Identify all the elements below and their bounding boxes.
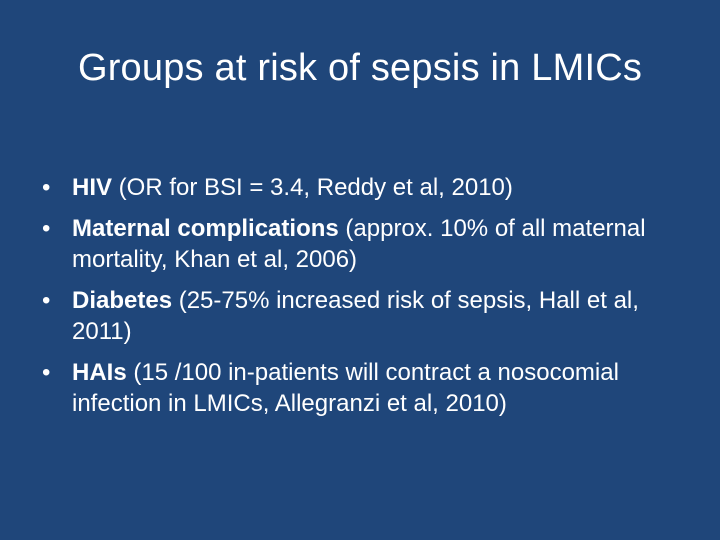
bullet-dot-icon: • [42,359,51,386]
bullet-list: • HIV (OR for BSI = 3.4, Reddy et al, 20… [40,172,690,429]
bullet-term: Maternal complications [72,215,339,242]
bullet-hais: • HAIs (15 /100 in-patients will contrac… [40,357,690,419]
bullet-detail: (OR for BSI = 3.4, Reddy et al, 2010) [112,174,513,201]
bullet-term: Diabetes [72,287,173,314]
bullet-detail: (approx. 10% of all maternal mortality, … [72,215,646,273]
bullet-maternal-complications: • Maternal complications (approx. 10% of… [40,213,690,275]
bullet-term: HIV [72,174,113,201]
bullet-detail: (25-75% increased risk of sepsis, Hall e… [72,287,639,345]
bullet-dot-icon: • [42,215,51,242]
bullet-term: HAIs [72,359,127,386]
bullet-diabetes: • Diabetes (25-75% increased risk of sep… [40,285,690,347]
slide-title: Groups at risk of sepsis in LMICs [77,47,643,89]
bullet-dot-icon: • [42,287,51,314]
bullet-detail: (15 /100 in-patients will contract a nos… [72,359,619,417]
bullet-hiv: • HIV (OR for BSI = 3.4, Reddy et al, 20… [40,172,690,203]
bullet-dot-icon: • [42,174,51,201]
